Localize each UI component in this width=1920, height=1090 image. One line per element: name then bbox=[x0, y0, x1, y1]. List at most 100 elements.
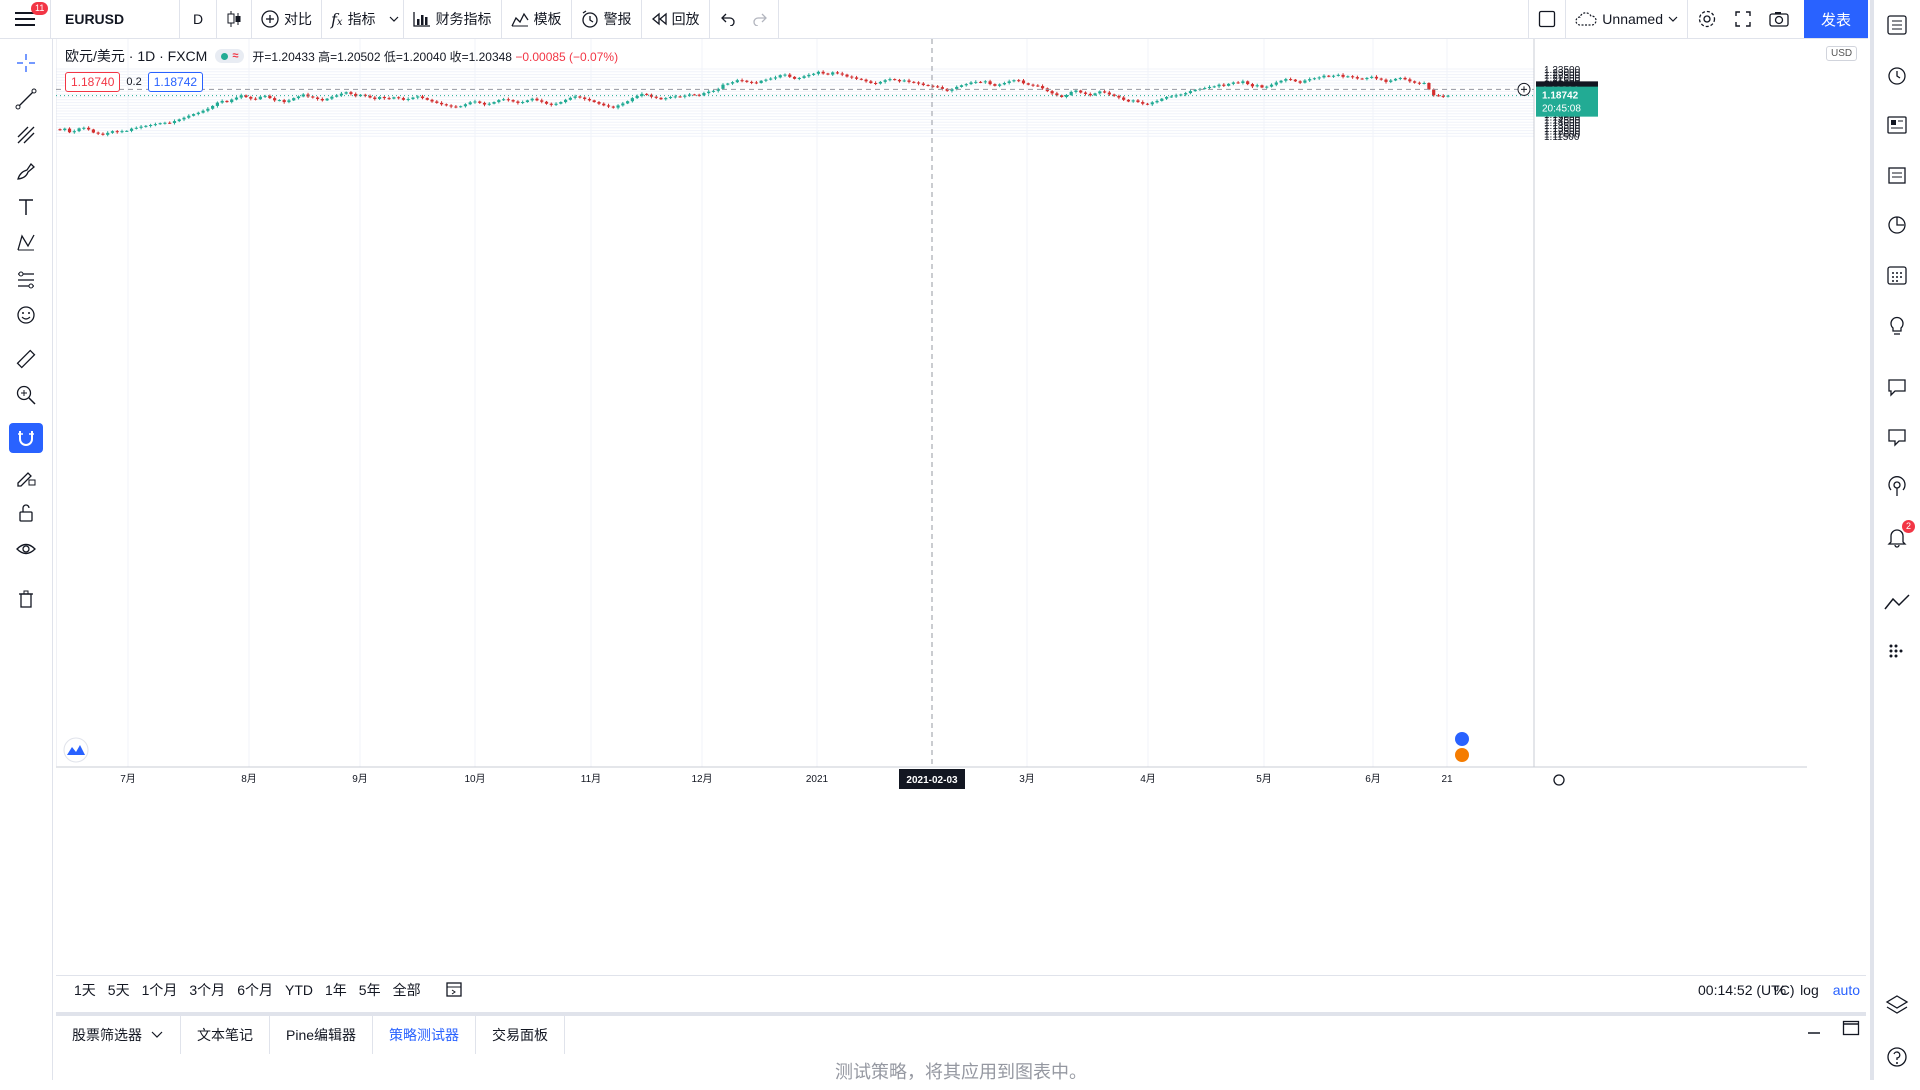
range-1y[interactable]: 1年 bbox=[324, 982, 347, 998]
undo-button[interactable] bbox=[710, 0, 744, 38]
trend-line-tool-button[interactable] bbox=[9, 84, 43, 114]
depth-of-market-button[interactable] bbox=[1880, 635, 1914, 669]
replay-label: 回放 bbox=[671, 11, 700, 27]
snapshot-button[interactable] bbox=[1760, 0, 1798, 38]
ideas-button[interactable] bbox=[1880, 308, 1914, 342]
time-axis-label: 9月 bbox=[352, 773, 368, 785]
range-5y[interactable]: 5年 bbox=[358, 982, 381, 998]
candle-body bbox=[101, 133, 105, 135]
buy-price-button[interactable]: 1.18742 bbox=[147, 72, 204, 92]
candle-body bbox=[153, 124, 157, 126]
watchlist-button[interactable] bbox=[1880, 8, 1914, 42]
range-all[interactable]: 全部 bbox=[392, 982, 421, 998]
magnet-tool-button[interactable] bbox=[9, 423, 43, 453]
calendar-button[interactable] bbox=[1880, 258, 1914, 292]
range-3m[interactable]: 3个月 bbox=[189, 982, 226, 998]
financials-button[interactable]: 财务指标 bbox=[404, 0, 501, 38]
candle-body bbox=[797, 77, 801, 79]
plus-circle-icon bbox=[261, 10, 279, 28]
minimize-panel-button[interactable] bbox=[1806, 1020, 1822, 1039]
candle-body bbox=[750, 81, 754, 83]
news-button[interactable] bbox=[1880, 108, 1914, 142]
lock-drawings-button[interactable] bbox=[9, 498, 43, 528]
help-button[interactable] bbox=[1880, 1040, 1914, 1074]
currency-label[interactable]: USD bbox=[1826, 46, 1858, 61]
maximize-panel-button[interactable] bbox=[1842, 1020, 1860, 1039]
goto-date-button[interactable] bbox=[427, 980, 469, 1001]
candle-body bbox=[1398, 77, 1402, 79]
brush-tool-button[interactable] bbox=[9, 156, 43, 186]
interval-button[interactable]: D bbox=[192, 11, 204, 27]
utc-clock[interactable]: 00:14:52 (UTC) bbox=[1698, 982, 1795, 998]
remove-drawings-button[interactable] bbox=[9, 584, 43, 614]
pattern-tool-button[interactable] bbox=[9, 228, 43, 258]
tab-strategy-tester[interactable]: 策略测试器 bbox=[373, 1016, 477, 1054]
chats-button[interactable] bbox=[1880, 370, 1914, 404]
chart-pane[interactable]: 1.235001.230001.225001.220001.215001.210… bbox=[55, 39, 1807, 965]
sell-price-button[interactable]: 1.18740 bbox=[65, 72, 121, 92]
fullscreen-button[interactable] bbox=[1726, 0, 1760, 38]
layout-select-button[interactable] bbox=[1529, 0, 1565, 38]
templates-button[interactable]: 模板 bbox=[502, 0, 571, 38]
replay-button[interactable]: 回放 bbox=[642, 0, 709, 38]
indicators-button[interactable]: fx 指标 bbox=[322, 0, 385, 38]
compare-button[interactable]: 对比 bbox=[252, 0, 321, 38]
zoom-tool-button[interactable] bbox=[9, 380, 43, 410]
candle-body bbox=[196, 112, 200, 115]
percent-scale-toggle[interactable]: % bbox=[1773, 982, 1787, 998]
auto-scale-toggle[interactable]: auto bbox=[1832, 982, 1860, 998]
icons-tool-button[interactable] bbox=[9, 300, 43, 330]
candle-body bbox=[554, 103, 558, 105]
range-1d[interactable]: 1天 bbox=[74, 982, 96, 998]
chart-type-button[interactable] bbox=[217, 0, 251, 38]
broadcast-button[interactable] bbox=[1880, 470, 1914, 504]
symbol-search-button[interactable]: EURUSD bbox=[65, 11, 125, 27]
time-axis-label: 6月 bbox=[1365, 773, 1381, 785]
tab-text-notes[interactable]: 文本笔记 bbox=[181, 1016, 270, 1054]
data-window-button[interactable] bbox=[1880, 158, 1914, 192]
hotlists-button[interactable] bbox=[1880, 208, 1914, 242]
range-6m[interactable]: 6个月 bbox=[237, 982, 273, 998]
log-scale-toggle[interactable]: log bbox=[1800, 982, 1819, 998]
range-ytd[interactable]: YTD bbox=[284, 982, 313, 998]
market-status-badge[interactable]: ≈ bbox=[215, 49, 245, 63]
candle-body bbox=[125, 130, 129, 132]
redo-button[interactable] bbox=[744, 0, 778, 38]
prediction-tool-button[interactable] bbox=[9, 264, 43, 294]
main-menu-button[interactable]: 11 bbox=[0, 0, 50, 38]
range-1m[interactable]: 1个月 bbox=[141, 982, 178, 998]
candle-body bbox=[1088, 93, 1092, 96]
measure-tool-button[interactable] bbox=[9, 344, 43, 374]
hide-drawings-button[interactable] bbox=[9, 534, 43, 564]
trading-panel-button[interactable] bbox=[1880, 585, 1914, 619]
candle-body bbox=[568, 97, 572, 100]
legend-title[interactable]: 欧元/美元 · 1D · FXCM bbox=[65, 48, 208, 64]
toolbar-divider bbox=[251, 0, 252, 38]
tab-stock-screener[interactable]: 股票筛选器 bbox=[56, 1016, 181, 1054]
time-axis-label: 8月 bbox=[241, 773, 257, 785]
tab-pine-editor[interactable]: Pine编辑器 bbox=[270, 1016, 374, 1054]
save-layout-button[interactable]: Unnamed bbox=[1566, 0, 1687, 38]
scale-options: % log auto bbox=[1774, 982, 1860, 998]
stay-in-drawing-button[interactable] bbox=[9, 462, 43, 492]
publish-button[interactable]: 发表 bbox=[1804, 0, 1868, 38]
chart-canvas[interactable]: 1.235001.230001.225001.220001.215001.210… bbox=[55, 39, 1807, 965]
tab-trading-panel[interactable]: 交易面板 bbox=[476, 1016, 566, 1054]
newspaper-icon bbox=[1887, 116, 1907, 134]
crosshair-tool-button[interactable] bbox=[9, 48, 43, 78]
notifications-button[interactable]: 2 bbox=[1880, 520, 1916, 554]
candle-body bbox=[955, 86, 959, 90]
indicators-dropdown[interactable] bbox=[385, 0, 403, 38]
candle-body bbox=[349, 92, 353, 94]
fib-tool-button[interactable] bbox=[9, 120, 43, 150]
candle-body bbox=[497, 100, 501, 103]
alert-button[interactable]: 警报 bbox=[572, 0, 641, 38]
text-tool-button[interactable] bbox=[9, 192, 43, 222]
settings-button[interactable] bbox=[1688, 0, 1726, 38]
candle-body bbox=[397, 97, 401, 99]
streams-button[interactable] bbox=[1880, 420, 1914, 454]
legend-open: 开=1.20433 bbox=[252, 49, 315, 64]
range-5d[interactable]: 5天 bbox=[107, 982, 130, 998]
object-tree-button[interactable] bbox=[1880, 988, 1914, 1022]
alerts-panel-button[interactable] bbox=[1880, 58, 1914, 92]
